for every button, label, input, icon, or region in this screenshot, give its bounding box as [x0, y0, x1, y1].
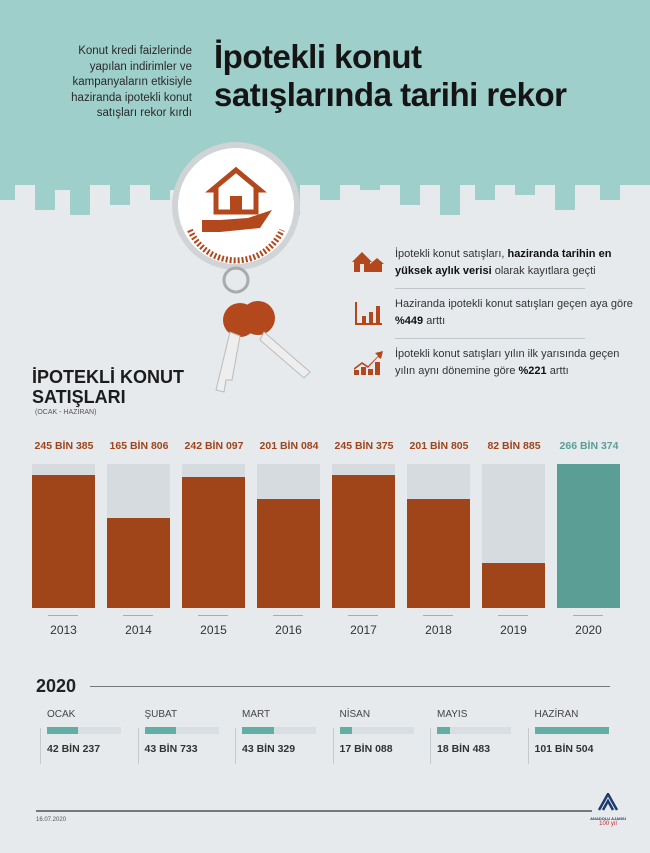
month-name: HAZİRAN: [534, 709, 579, 720]
fact-text-bold: %449: [395, 315, 424, 327]
month-track: [437, 727, 511, 734]
monthly-title: 2020: [36, 676, 77, 696]
year-label: 2016: [275, 623, 302, 637]
month-divider: [527, 728, 529, 764]
month-value: 43 BİN 329: [242, 743, 296, 755]
bar-2020: [557, 464, 620, 608]
fact-text: İpotekli konut satışları yılın ilk yarıs…: [395, 346, 635, 380]
fact-text-post: arttı: [546, 365, 569, 377]
month-fill: [534, 727, 609, 734]
month-fill: [144, 727, 177, 734]
month-value: 17 BİN 088: [339, 743, 393, 755]
house-keys-illustration: [172, 142, 311, 393]
fact-text-post: olarak kayıtlara geçti: [491, 265, 596, 277]
title-line-2: satışlarında tarihi rekor: [214, 76, 567, 113]
year-label: 2014: [125, 623, 152, 637]
year-tick: [198, 615, 228, 616]
year-tick: [273, 615, 303, 616]
year-label: 2020: [575, 623, 602, 637]
year-label: 2018: [425, 623, 452, 637]
fact-separator: [395, 338, 585, 339]
skyline-background: [0, 0, 650, 215]
month-name: ŞUBAT: [144, 709, 178, 720]
month-value: 101 BİN 504: [534, 743, 594, 755]
year-label: 2015: [200, 623, 227, 637]
houses-icon: [350, 248, 384, 276]
month-fill: [47, 727, 78, 734]
bar-2014: [107, 518, 170, 608]
month-track: [534, 727, 609, 734]
fact-separator: [395, 288, 585, 289]
value-label: 201 BİN 084: [259, 440, 319, 452]
year-tick: [48, 615, 78, 616]
year-label: 2013: [50, 623, 77, 637]
month-value: 42 BİN 237: [47, 743, 101, 755]
year-label: 2017: [350, 623, 377, 637]
value-label: 242 BİN 097: [184, 440, 244, 452]
fact-text-post: arttı: [423, 315, 446, 327]
month-divider: [332, 728, 334, 764]
year-tick: [498, 615, 528, 616]
month-divider: [430, 728, 431, 764]
month-value: 43 BİN 733: [144, 743, 198, 755]
month-track: [339, 727, 414, 734]
month-track: [144, 727, 219, 734]
month-name: MAYIS: [437, 709, 468, 720]
value-label: 82 BİN 885: [487, 440, 541, 452]
month-track: [242, 727, 316, 734]
month-value: 18 BİN 483: [437, 743, 491, 755]
fact-text-pre: Haziranda ipotekli konut satışları geçen…: [395, 298, 633, 310]
bar-2013: [32, 475, 95, 608]
fact-text-bold: haziranda tarihin en yüksek aylık verisi: [395, 248, 612, 277]
year-tick: [348, 615, 378, 616]
value-label: 245 BİN 375: [334, 440, 394, 452]
date: 16.07.2020: [36, 817, 67, 823]
fact-text: İpotekli konut satışları, haziranda tari…: [395, 246, 635, 280]
fact-text-bold: %221: [518, 365, 547, 377]
bar-2017: [332, 475, 395, 608]
month-divider: [235, 728, 236, 764]
month-name: NİSAN: [339, 709, 371, 720]
year-tick: [123, 615, 153, 616]
fact-text-pre: İpotekli konut satışları,: [395, 248, 508, 260]
year-tick: [573, 615, 603, 616]
chart-subtitle: (OCAK - HAZİRAN): [35, 409, 97, 416]
footer-divider: [36, 810, 592, 812]
year-label: 2019: [500, 623, 527, 637]
month-name: MART: [242, 709, 271, 720]
subtitle: Konut kredi faizlerinde yapılan indiriml…: [71, 45, 192, 119]
aa-logo: ANADOLU AJANSI 100 yıl: [590, 791, 626, 827]
bar-2015: [182, 477, 245, 608]
bar-2016: [257, 499, 320, 608]
divider: [90, 686, 610, 687]
month-fill: [242, 727, 274, 734]
month-track: [47, 727, 121, 734]
title-line-1: İpotekli konut: [214, 38, 422, 75]
year-tick: [423, 615, 453, 616]
month-fill: [339, 727, 352, 734]
bar-2019: [482, 563, 545, 608]
month-fill: [437, 727, 451, 734]
bar-2018: [407, 498, 470, 608]
value-label: 201 BİN 805: [409, 440, 469, 452]
value-label: 165 BİN 806: [109, 440, 169, 452]
bar-growth-icon: [350, 298, 384, 326]
month-divider: [137, 728, 139, 764]
fact-text: Haziranda ipotekli konut satışları geçen…: [395, 296, 635, 330]
month-divider: [40, 728, 41, 764]
value-label: 245 BİN 385: [34, 440, 94, 452]
month-name: OCAK: [47, 709, 76, 720]
chart-title: İPOTEKLİ KONUT SATIŞLARI: [32, 367, 184, 407]
value-label: 266 BİN 374: [559, 440, 619, 452]
page-title: İpotekli konut satışlarında tarihi rekor: [214, 38, 567, 114]
fact-text-pre: İpotekli konut satışları yılın ilk yarıs…: [395, 348, 620, 377]
trend-up-icon: [350, 348, 384, 376]
